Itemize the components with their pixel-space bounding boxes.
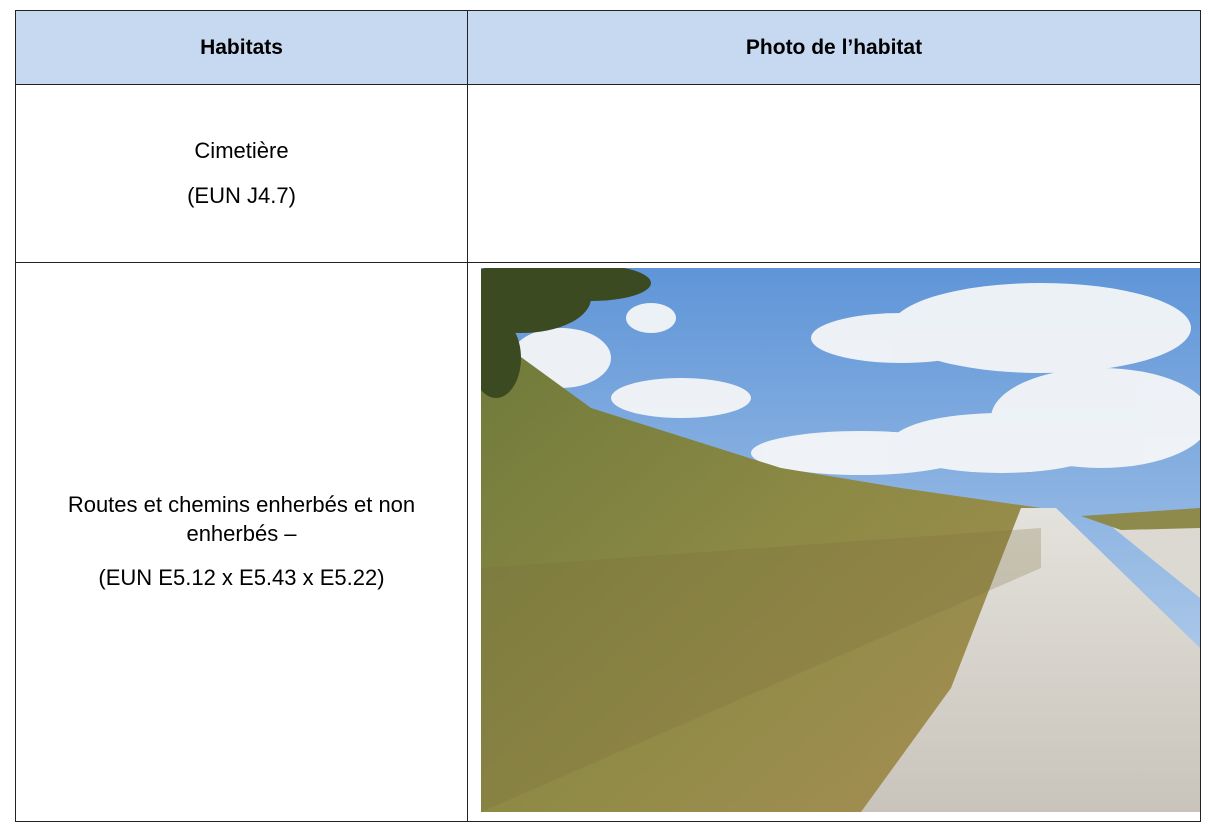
habitat-code: (EUN J4.7) <box>187 182 296 208</box>
header-text: Photo de l’habitat <box>745 35 923 59</box>
habitat-cell: Routes et chemins enherbés et non enherb… <box>15 262 468 822</box>
photo-cell <box>467 84 1201 263</box>
header-text: Habitats <box>200 35 283 59</box>
habitat-cell: Cimetière (EUN J4.7) <box>15 84 468 263</box>
habitat-name: Routes et chemins enherbés et non enherb… <box>67 492 416 546</box>
habitat-photo <box>481 268 1200 812</box>
header-cell: Photo de l’habitat <box>467 10 1201 85</box>
habitat-name: Cimetière <box>194 137 289 163</box>
header-cell: Habitats <box>15 10 468 85</box>
habitat-code: (EUN E5.12 x E5.43 x E5.22) <box>98 565 385 591</box>
